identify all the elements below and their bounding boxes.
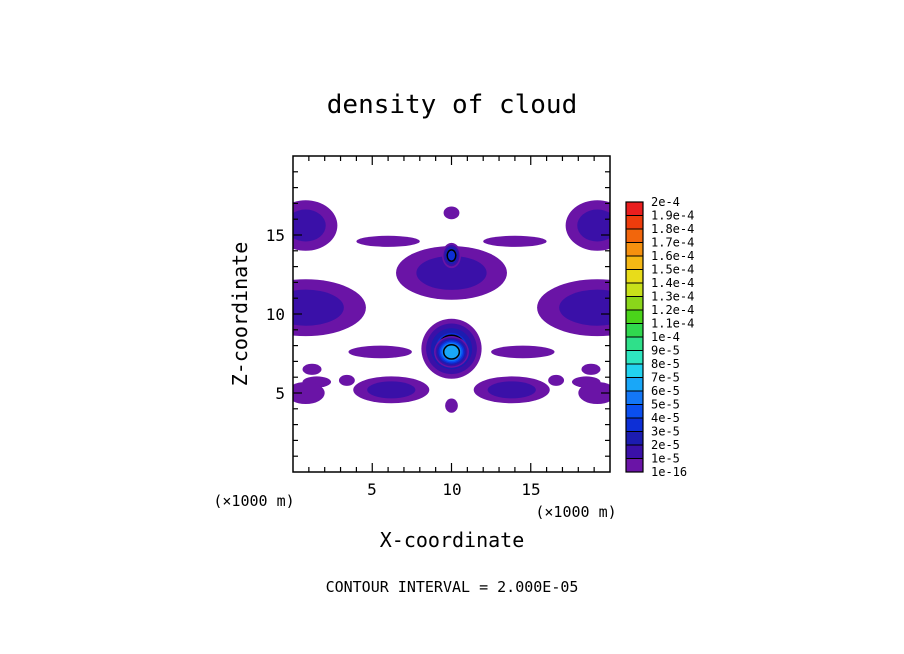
colorbar-label-17: 1.7e-4 (651, 236, 694, 250)
contour-blob-18-level-0 (548, 374, 565, 386)
y-axis-label: Z-coordinate (228, 242, 252, 387)
y-tick-label-10: 10 (266, 305, 285, 324)
contour-line-6 (446, 249, 457, 262)
contour-blob-23-level-0 (445, 398, 458, 413)
colorbar-label-3: 3e-5 (651, 425, 680, 439)
colorbar-swatch-19 (625, 201, 644, 216)
y-tick-label-15: 15 (266, 226, 285, 245)
contour-blob-20-level-1 (487, 381, 536, 399)
colorbar-swatch-4 (625, 404, 644, 419)
colorbar-swatch-0 (625, 458, 644, 473)
colorbar-swatch-11 (625, 309, 644, 324)
contour-interval-note: CONTOUR INTERVAL = 2.000E-05 (326, 578, 579, 596)
contour-blob-6-level-3 (446, 248, 457, 263)
contour-blob-5-level-1 (416, 255, 487, 290)
contour-line-10 (442, 344, 461, 360)
colorbar-label-5: 5e-5 (651, 398, 680, 412)
colorbar-label-14: 1.4e-4 (651, 276, 694, 290)
contour-blob-13-level-0 (302, 363, 322, 375)
x-tick-label-10: 10 (442, 480, 461, 499)
contour-blob-8-level-1 (559, 289, 610, 326)
colorbar-swatch-3 (625, 417, 644, 432)
colorbar-swatch-6 (625, 377, 644, 392)
y-tick-label-5: 5 (275, 384, 285, 403)
colorbar-label-16: 1.6e-4 (651, 249, 694, 263)
x-tick-label-5: 5 (367, 480, 377, 499)
colorbar-label-13: 1.3e-4 (651, 290, 694, 304)
colorbar-swatch-15 (625, 255, 644, 270)
colorbar-label-20: 2e-4 (651, 195, 680, 209)
colorbar-swatch-17 (625, 228, 644, 243)
contour-blob-19-level-1 (367, 381, 416, 399)
colorbar-label-8: 8e-5 (651, 357, 680, 371)
x-tick-label-15: 15 (521, 480, 540, 499)
colorbar-label-10: 1e-4 (651, 330, 680, 344)
chart-title: density of cloud (327, 90, 577, 120)
colorbar-label-12: 1.2e-4 (651, 303, 694, 317)
colorbar-swatch-14 (625, 269, 644, 284)
axis-ticks (293, 156, 610, 472)
contour-blob-14-level-0 (581, 363, 601, 375)
colorbar-label-2: 2e-5 (651, 438, 680, 452)
colorbar-swatch-18 (625, 215, 644, 230)
colorbar-label-18: 1.8e-4 (651, 222, 694, 236)
contour-blob-0-level-1 (293, 209, 326, 242)
colorbar-swatch-8 (625, 350, 644, 365)
colorbar-label-7: 7e-5 (651, 371, 680, 385)
colorbar-label-19: 1.9e-4 (651, 209, 694, 223)
contour-blob-17-level-0 (338, 374, 355, 386)
contour-blob-3-level-0 (356, 235, 420, 247)
contour-blob-22-level-0 (578, 381, 610, 405)
colorbar-swatch-10 (625, 323, 644, 338)
contour-blob-7-level-1 (293, 289, 344, 326)
colorbar-label-6: 6e-5 (651, 384, 680, 398)
colorbar-label-9: 9e-5 (651, 344, 680, 358)
colorbar-swatch-13 (625, 282, 644, 297)
contour-blob-11-level-0 (348, 345, 412, 359)
colorbar-label-15: 1.5e-4 (651, 263, 694, 277)
contour-fields (293, 200, 610, 413)
colorbar-label-4: 4e-5 (651, 411, 680, 425)
colorbar-label-1: 1e-5 (651, 452, 680, 466)
x-axis-label: X-coordinate (380, 528, 525, 552)
colorbar-swatch-1 (625, 444, 644, 459)
colorbar-swatch-5 (625, 390, 644, 405)
contour-blob-2-level-0 (443, 206, 460, 220)
contour-blob-21-level-0 (293, 381, 325, 405)
contour-blob-10-level-6 (442, 344, 461, 360)
colorbar-frame (625, 201, 644, 473)
y-units-label: (×1000 m) (213, 492, 294, 510)
contour-blob-12-level-0 (491, 345, 555, 359)
contour-blob-1-level-1 (577, 209, 610, 242)
colorbar-swatch-2 (625, 431, 644, 446)
colorbar: 1e-161e-52e-53e-54e-55e-56e-57e-58e-59e-… (625, 195, 694, 479)
colorbar-swatch-16 (625, 242, 644, 257)
colorbar-swatch-7 (625, 363, 644, 378)
x-units-label: (×1000 m) (535, 503, 616, 521)
colorbar-label-11: 1.1e-4 (651, 317, 694, 331)
colorbar-label-0: 1e-16 (651, 465, 687, 479)
colorbar-swatch-12 (625, 296, 644, 311)
colorbar-swatch-9 (625, 336, 644, 351)
contour-blob-4-level-0 (483, 235, 547, 247)
